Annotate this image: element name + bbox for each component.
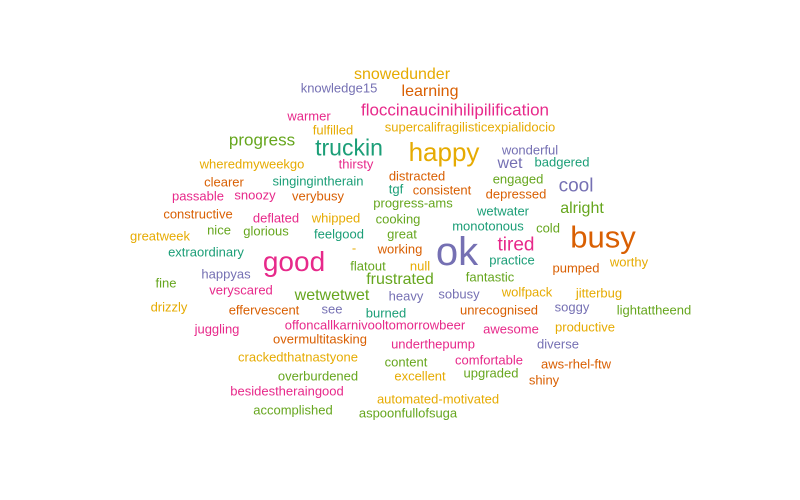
word-37: cold <box>536 220 560 236</box>
word-78: comfortable <box>455 352 523 368</box>
word-8: truckin <box>315 134 383 161</box>
word-70: offoncallkarnivooltomorrowbeer <box>284 317 466 333</box>
word-29: deflated <box>252 210 300 226</box>
word-83: shiny <box>528 372 560 388</box>
word-68: lightattheend <box>616 302 692 318</box>
word-11: wheredmyweekgo <box>199 156 305 172</box>
word-81: excellent <box>394 368 446 384</box>
word-13: wet <box>497 155 523 172</box>
word-87: aspoonfullofsuga <box>358 405 458 421</box>
word-48: worthy <box>609 254 649 270</box>
word-20: passable <box>171 188 225 204</box>
word-1: knowledge15 <box>300 80 378 96</box>
word-55: fine <box>155 275 177 291</box>
word-2: learning <box>401 83 459 100</box>
word-85: automated-motivated <box>376 391 500 407</box>
word-74: underthepump <box>391 336 475 352</box>
word-58: heavy <box>388 288 424 304</box>
word-80: overburdened <box>277 368 359 384</box>
word-30: whipped <box>311 210 361 226</box>
word-69: juggling <box>194 321 240 337</box>
word-26: progress-ams <box>373 195 453 211</box>
word-6: supercalifragilisticexpialidocio <box>384 119 556 135</box>
word-23: tgf <box>388 181 404 197</box>
word-47: practice <box>489 252 535 268</box>
word-25: depressed <box>485 186 547 202</box>
word-5: fulfilled <box>312 122 354 138</box>
word-62: drizzly <box>150 299 188 315</box>
word-24: consistent <box>412 182 472 198</box>
word-15: clearer <box>204 174 244 190</box>
word-38: greatweek <box>130 228 190 244</box>
word-22: verybusy <box>291 188 345 204</box>
word-4: warmer <box>287 108 331 124</box>
word-75: diverse <box>537 336 579 352</box>
word-57: wetwetwet <box>294 287 370 304</box>
word-34: nice <box>207 222 231 238</box>
word-10: wonderful <box>501 142 559 158</box>
word-7: progress <box>228 130 296 150</box>
word-27: alright <box>560 200 604 217</box>
word-19: cool <box>558 175 594 197</box>
word-21: snoozy <box>234 187 276 203</box>
word-33: busy <box>570 219 636 255</box>
word-50: null <box>409 258 431 274</box>
word-77: content <box>384 354 428 370</box>
word-46: ok <box>435 230 479 274</box>
word-76: crackedthatnastyone <box>238 349 358 365</box>
word-72: productive <box>555 319 615 335</box>
word-86: accomplished <box>253 402 333 418</box>
word-28: constructive <box>163 206 233 222</box>
word-64: see <box>321 301 343 317</box>
word-42: extraordinary <box>168 244 244 260</box>
word-3: floccinaucinihilipilification <box>360 100 550 120</box>
word-45: working <box>377 241 423 257</box>
word-43: good <box>262 246 326 277</box>
word-53: frustrated <box>366 271 434 288</box>
word-39: feelgood <box>314 226 364 242</box>
word-52: happyas <box>201 266 251 282</box>
word-17: distracted <box>388 168 446 184</box>
word-18: engaged <box>492 171 544 187</box>
word-0: snowedunder <box>353 66 451 83</box>
word-31: cooking <box>375 211 421 227</box>
word-49: flatout <box>350 258 386 274</box>
word-63: effervescent <box>228 302 300 318</box>
word-40: great <box>387 226 417 242</box>
word-41: tired <box>497 234 535 256</box>
word-65: burned <box>365 305 407 321</box>
word-36: monotonous <box>452 218 524 234</box>
word-44: - <box>351 240 357 256</box>
word-67: soggy <box>554 299 590 315</box>
word-54: fantastic <box>465 269 515 285</box>
word-32: wetwater <box>476 203 530 219</box>
word-73: overmultitasking <box>273 331 367 347</box>
word-16: singingintherain <box>272 173 364 189</box>
word-35: glorious <box>243 223 289 239</box>
word-61: jitterbug <box>575 285 623 301</box>
word-71: awesome <box>483 321 539 337</box>
word-12: thirsty <box>338 156 374 172</box>
word-9: happy <box>408 137 480 167</box>
word-79: aws-rhel-ftw <box>540 356 612 372</box>
word-82: upgraded <box>463 365 519 381</box>
word-60: wolfpack <box>501 284 553 300</box>
word-56: veryscared <box>209 282 273 298</box>
word-66: unrecognised <box>459 302 539 318</box>
word-14: badgered <box>534 154 590 170</box>
word-84: besidestheraingood <box>230 383 344 399</box>
word-51: pumped <box>552 260 600 276</box>
word-59: sobusy <box>438 286 480 302</box>
